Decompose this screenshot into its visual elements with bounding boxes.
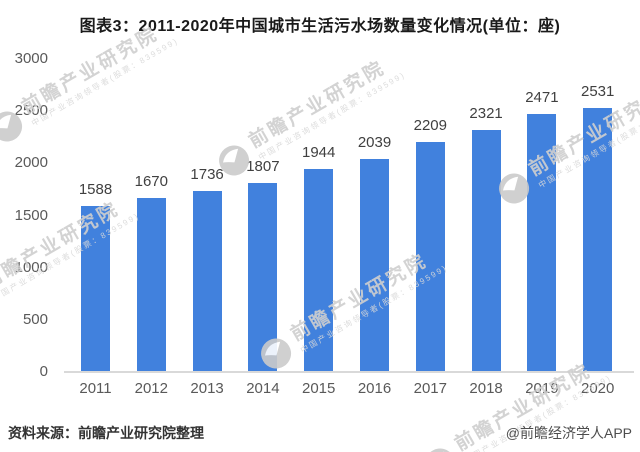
- bar-2020: [583, 107, 613, 372]
- bar-2013: [192, 190, 222, 372]
- source-text: 资料来源：前瞻产业研究院整理: [8, 425, 204, 441]
- bar-2019: [527, 114, 557, 372]
- bar-value-label: 1670: [134, 172, 168, 190]
- y-axis-tick-label: 2000: [14, 154, 48, 172]
- bar-2016: [360, 159, 389, 372]
- bar-2012: [136, 197, 166, 372]
- bar-value-label: 1807: [246, 158, 280, 176]
- bar-value-label: 1736: [190, 165, 224, 183]
- app-credit-text: @前瞻经济学人APP: [505, 425, 632, 441]
- bar-value-label: 2531: [581, 82, 615, 100]
- x-axis-tick-label: 2017: [413, 380, 447, 397]
- bar-2011: [81, 206, 110, 372]
- y-axis-tick-label: 3000: [14, 50, 48, 67]
- bar-2015: [304, 169, 334, 372]
- x-axis-tick-label: 2015: [302, 380, 336, 397]
- x-axis-tick-label: 2019: [525, 380, 559, 397]
- x-axis-tick-label: 2018: [469, 380, 503, 397]
- bar-value-label: 1588: [78, 181, 113, 199]
- x-axis-line: [64, 371, 634, 373]
- bar-value-label: 2039: [357, 134, 392, 152]
- bar-2018: [471, 129, 501, 372]
- x-axis-tick-label: 2016: [357, 380, 392, 397]
- y-axis-tick-label: 1000: [14, 258, 48, 276]
- bar-value-label: 1944: [302, 144, 336, 162]
- x-axis-tick-label: 2012: [134, 380, 168, 397]
- y-axis-tick-label: 2500: [14, 102, 48, 120]
- x-axis-tick-label: 2011: [79, 380, 112, 397]
- chart-title: 图表3：2011-2020年中国城市生活污水场数量变化情况(单位：座): [79, 18, 561, 35]
- bar-2017: [415, 141, 445, 372]
- x-axis-tick-label: 2020: [581, 380, 615, 397]
- bar-value-label: 2471: [525, 89, 559, 107]
- x-axis-tick-label: 2014: [246, 380, 280, 397]
- x-axis-tick-label: 2013: [190, 380, 224, 397]
- y-axis-tick-label: 500: [22, 310, 48, 328]
- y-axis-tick-label: 1500: [14, 206, 48, 224]
- bar-value-label: 2209: [413, 116, 447, 134]
- bar-value-label: 2321: [469, 104, 503, 122]
- bar-2014: [248, 183, 278, 372]
- y-axis-tick-label: 0: [39, 363, 48, 380]
